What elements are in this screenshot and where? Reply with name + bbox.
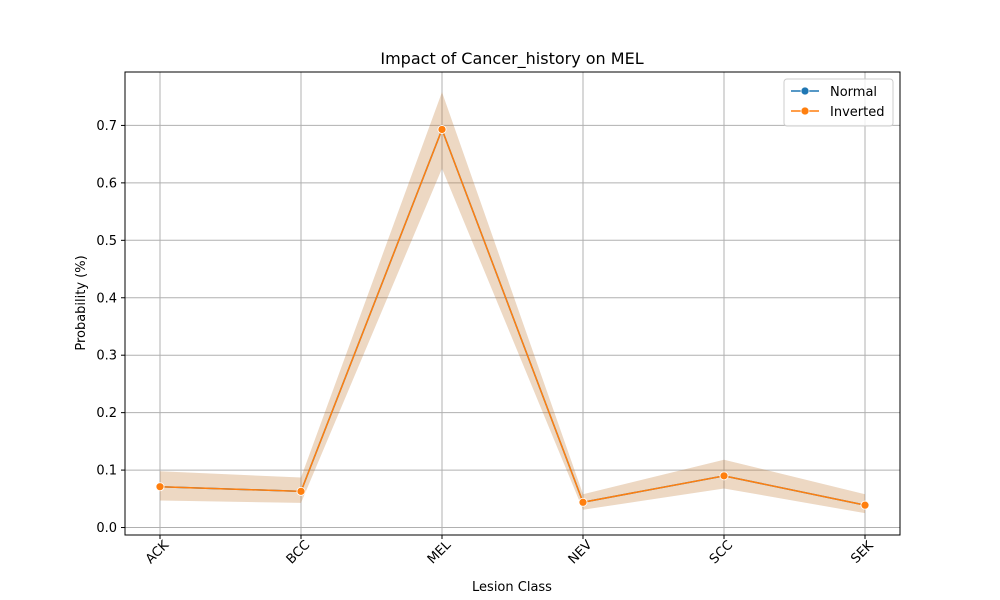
x-axis-title: Lesion Class [472, 580, 552, 595]
grid [125, 72, 900, 535]
legend: Normal Inverted [783, 78, 894, 127]
data-point-inverted-nev [578, 497, 588, 507]
y-tick-label-7: 0.7 [96, 119, 117, 134]
data-point-inverted-ack [155, 482, 165, 492]
y-tick-label-6: 0.6 [96, 176, 117, 191]
y-axis-ticks: 0.0 0.1 0.2 0.3 0.4 0.5 0.6 0.7 [96, 119, 125, 536]
y-tick-label-3: 0.3 [96, 349, 117, 364]
data-point-inverted-scc [719, 471, 729, 481]
y-tick-label-1: 0.1 [96, 464, 117, 479]
data-points [155, 125, 870, 510]
data-point-inverted-bcc [296, 486, 306, 496]
legend-marker-inverted [800, 106, 810, 116]
y-axis-title: Probability (%) [74, 255, 89, 350]
confidence-band-inverted [160, 92, 865, 514]
data-point-inverted-sek [860, 500, 870, 510]
y-tick-label-0: 0.0 [96, 521, 117, 536]
y-tick-label-2: 0.2 [96, 406, 117, 421]
confidence-band-normal [160, 92, 865, 514]
legend-label-normal: Normal [830, 85, 877, 100]
data-point-inverted-mel [437, 125, 447, 134]
legend-label-inverted: Inverted [830, 105, 884, 120]
y-tick-label-5: 0.5 [96, 234, 117, 249]
plot-frame [124, 71, 901, 536]
chart-title: Impact of Cancer_history on MEL [380, 49, 643, 69]
legend-marker-normal [800, 86, 810, 96]
series-lines [159, 127, 866, 506]
confidence-bands [160, 92, 865, 514]
y-tick-label-4: 0.4 [96, 291, 117, 306]
series-line-inverted [159, 127, 866, 506]
